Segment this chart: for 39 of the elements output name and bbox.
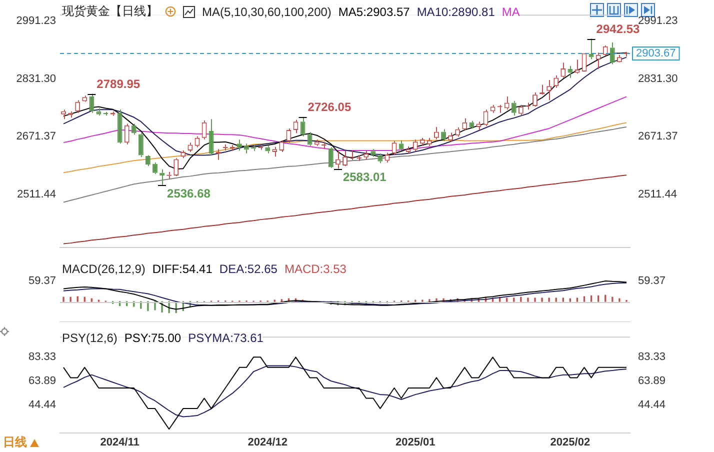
text: 2536.68 — [167, 186, 210, 201]
y-tick-label: 2831.30 — [16, 72, 56, 85]
chart-title: 现货黄金【日线】 — [62, 3, 158, 20]
y2-tick-label: 2991.23 — [638, 15, 678, 28]
text: 2583.01 — [342, 170, 386, 184]
y-tick-label: 2511.44 — [17, 188, 56, 200]
ref-line-label: 2903.67 — [636, 48, 676, 60]
y-tick-label: 2671.37 — [16, 130, 56, 143]
y-tick-label: 83.33 — [28, 351, 56, 364]
y2-tick-label: 63.89 — [638, 375, 666, 388]
legend-title: PSY(12,6) — [62, 331, 118, 345]
y2-tick-label: 83.33 — [638, 351, 666, 364]
y-tick-label: 2991.23 — [16, 15, 56, 28]
x-tick-label: 2025/01 — [395, 436, 436, 448]
y-tick-label: 63.89 — [28, 375, 56, 388]
x-tick-label: 2024/12 — [248, 436, 288, 448]
text: MA — [502, 4, 520, 18]
text: MA10:2890.81 — [416, 4, 495, 18]
legend-title: MACD(26,12,9) — [62, 262, 146, 276]
text: 2726.05 — [308, 100, 352, 114]
text: 59.37 — [638, 275, 666, 288]
y2-tick-label: 44.44 — [638, 399, 666, 412]
text: 59.37 — [28, 275, 56, 288]
series-label: PSYMA:73.61 — [188, 331, 264, 345]
text: PSY:75.00 — [124, 331, 182, 345]
y-tick-label: 44.44 — [28, 399, 56, 412]
x-tick-label: 2025/02 — [550, 436, 590, 448]
y2-tick-label: 2511.44 — [638, 188, 677, 200]
y2-tick-label: 2831.30 — [638, 72, 678, 85]
legend-title: MA(5,10,30,60,100,200) — [202, 4, 332, 18]
text: 2942.53 — [596, 22, 640, 36]
series-label: MACD:3.53 — [284, 262, 346, 276]
y2-tick-label: 2671.37 — [638, 130, 678, 143]
text: MA5:2903.57 — [338, 4, 410, 18]
text: DEA:52.65 — [219, 262, 278, 276]
series-label: DIFF:54.41 — [152, 262, 212, 276]
x-tick-label: 2024/11 — [100, 436, 140, 448]
text: 2789.95 — [96, 77, 140, 92]
text: 日线 — [3, 434, 27, 451]
